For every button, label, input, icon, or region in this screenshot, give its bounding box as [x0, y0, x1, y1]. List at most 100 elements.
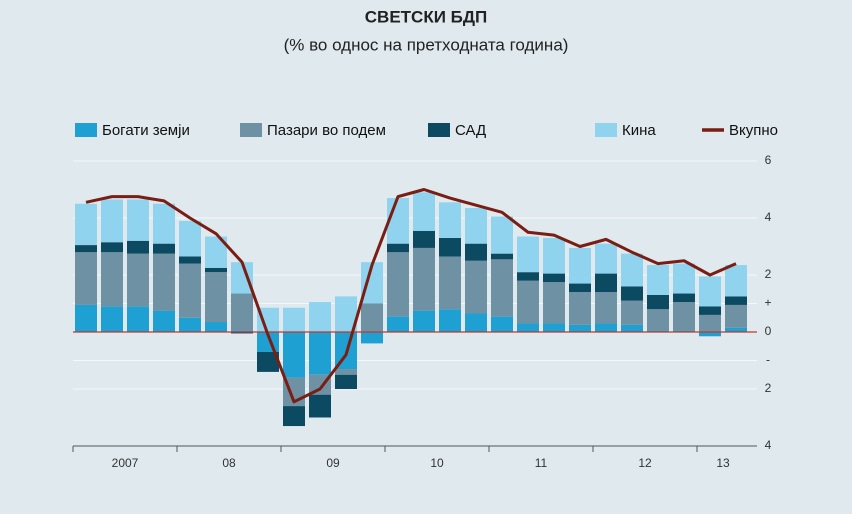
x-tick-label: 13 [716, 456, 730, 470]
legend-label: Кина [622, 122, 656, 139]
bar-segment [283, 406, 305, 427]
bar-segment [127, 240, 149, 254]
bar-segment [517, 272, 539, 281]
bar-segment [231, 330, 253, 332]
bar-segment [75, 245, 97, 253]
y-tick-label: + [764, 296, 771, 310]
bar-segment [231, 262, 253, 294]
y-tick-label: 2 [765, 267, 772, 281]
chart-title: СВЕТСКИ БДП [365, 7, 487, 26]
bar-segment [257, 307, 279, 332]
x-tick-label: 10 [430, 456, 444, 470]
legend-swatch [75, 123, 97, 137]
bar-segment [725, 327, 747, 332]
bar-segment [725, 296, 747, 305]
bar-segment [257, 351, 279, 372]
bar-segment [231, 332, 253, 334]
bar-segment [673, 302, 695, 331]
bar-segment [569, 292, 591, 325]
bar-segment [543, 282, 565, 324]
legend-swatch [595, 123, 617, 137]
x-tick-label: 11 [535, 456, 548, 470]
bar-segment [309, 332, 331, 375]
bar-segment [153, 243, 175, 254]
bar-segment [179, 263, 201, 318]
bar-segment [205, 322, 227, 332]
bar-segment [75, 203, 97, 246]
x-tick-label: 09 [326, 456, 340, 470]
bar-segment [387, 243, 409, 253]
legend-label: Пазари во подем [267, 122, 386, 139]
legend-label: САД [455, 122, 486, 139]
bar-segment [621, 300, 643, 325]
bar-segment [153, 253, 175, 311]
bar-segment [413, 192, 435, 231]
bar-segment [595, 323, 617, 332]
y-tick-label: 4 [765, 210, 772, 224]
bar-segment [101, 252, 123, 307]
bar-segment [127, 199, 149, 241]
y-tick-label: 0 [765, 324, 772, 338]
legend-label: Богати земји [102, 122, 190, 139]
bar-segment [205, 236, 227, 268]
bar-segment [595, 292, 617, 324]
x-tick-label: 08 [222, 456, 236, 470]
bar-segment [517, 280, 539, 324]
bar-segment [699, 332, 721, 337]
bar-segment [439, 202, 461, 238]
bar-segment [361, 262, 383, 304]
bar-segment [335, 296, 357, 332]
bar-segment [335, 369, 357, 375]
bar-segment [491, 316, 513, 332]
bar-segment [413, 230, 435, 248]
bar-segment [621, 253, 643, 287]
legend-swatch [428, 123, 450, 137]
bar-segment [179, 220, 201, 257]
bar-segment [309, 302, 331, 332]
y-tick-label: 6 [765, 153, 772, 167]
bar-segment [699, 314, 721, 332]
bar-segment [465, 208, 487, 244]
bar-segment [725, 265, 747, 297]
chart-subtitle: (% во однос на претходната година) [284, 35, 569, 54]
bar-segment [465, 260, 487, 314]
x-tick-label: 2007 [112, 456, 139, 470]
bar-segment [439, 309, 461, 332]
bar-segment [621, 324, 643, 332]
bar-segment [517, 323, 539, 332]
bar-segment [335, 374, 357, 389]
bar-segment [127, 306, 149, 332]
bar-segment [179, 256, 201, 264]
bar-segment [101, 306, 123, 332]
bar-segment [101, 242, 123, 253]
bar-segment [75, 304, 97, 332]
bar-segment [595, 273, 617, 293]
bar-segment [465, 243, 487, 261]
bar-segment [361, 303, 383, 332]
bar-segment [491, 216, 513, 254]
bar-segment [153, 203, 175, 244]
bar-segment [413, 310, 435, 332]
bar-segment [387, 316, 409, 332]
bar-segment [413, 247, 435, 311]
bar-segment [647, 309, 669, 331]
bar-segment [543, 237, 565, 274]
bar-segment [127, 253, 149, 307]
bar-segment [309, 394, 331, 418]
bar-segment [491, 259, 513, 317]
bar-segment [725, 304, 747, 328]
bar-segment [101, 199, 123, 243]
bar-segment [543, 323, 565, 332]
x-tick-label: 12 [638, 456, 652, 470]
bar-segment [673, 330, 695, 332]
y-tick-label: 2 [765, 381, 772, 395]
bar-segment [179, 317, 201, 332]
bar-segment [517, 236, 539, 273]
bar-segment [569, 324, 591, 332]
bar-segment [283, 307, 305, 332]
bar-segment [699, 306, 721, 315]
bar-segment [673, 293, 695, 303]
bar-segment [439, 237, 461, 257]
bar-segment [647, 265, 669, 295]
